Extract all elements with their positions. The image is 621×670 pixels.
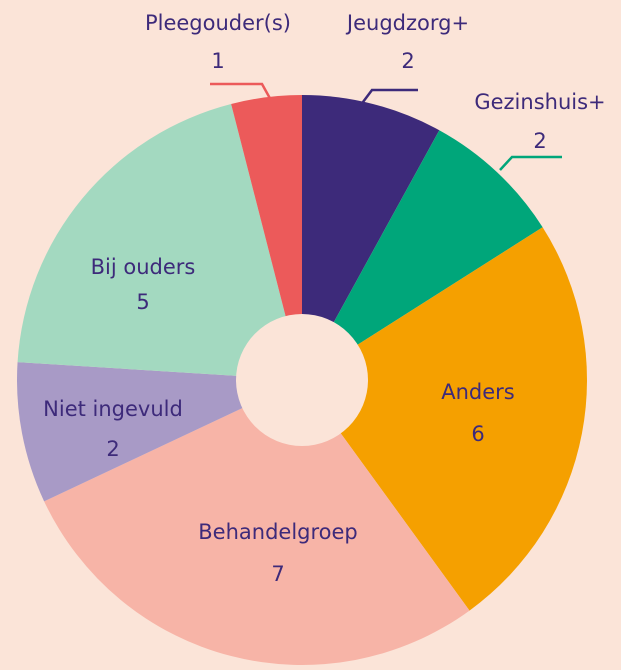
pie-slice: [44, 380, 470, 665]
slice-value: 6: [471, 422, 484, 446]
pie-slice: [302, 227, 588, 611]
slice-label: Gezinshuis+: [474, 90, 605, 114]
slice-value: 2: [401, 49, 414, 73]
leader-line: [359, 88, 418, 107]
donut-hole: [236, 314, 368, 446]
slice-label: Niet ingevuld: [43, 397, 183, 421]
pie-slice: [231, 95, 302, 380]
slice-label: Jeugdzorg+: [345, 11, 469, 35]
slice-label: Pleegouder(s): [145, 11, 291, 35]
leader-line: [210, 82, 274, 103]
slice-label: Anders: [441, 380, 515, 404]
slice-value: 5: [136, 290, 149, 314]
pie-slice: [302, 130, 543, 380]
pie-slice: [17, 103, 303, 380]
pie-slice: [302, 95, 440, 380]
slice-label: Behandelgroep: [198, 520, 358, 544]
slice-value: 7: [271, 562, 284, 586]
slice-label: Bij ouders: [91, 255, 196, 279]
slice-value: 1: [211, 49, 224, 73]
slice-value: 2: [533, 129, 546, 153]
slice-value: 2: [106, 437, 119, 461]
leader-line: [499, 155, 562, 171]
pie-slice: [16, 362, 302, 502]
